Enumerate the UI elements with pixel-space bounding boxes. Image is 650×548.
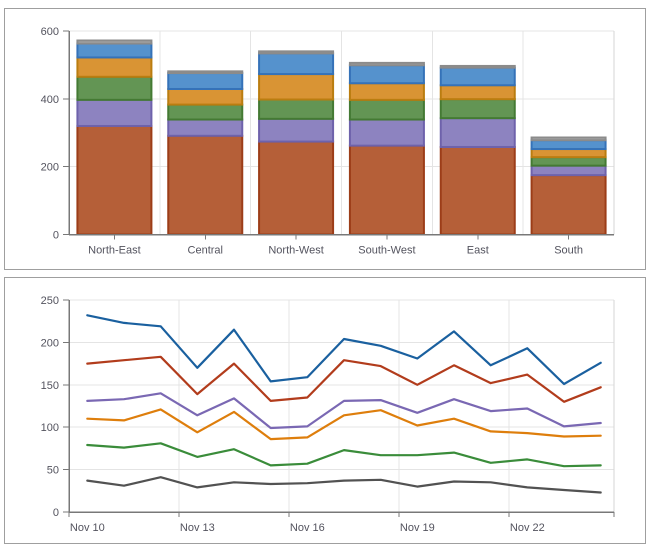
y-axis-tick-label: 600: [41, 26, 59, 38]
bar-segment-segment-blue: [530, 139, 607, 151]
y-axis-tick-label: 0: [53, 507, 59, 519]
bar-segment-segment-orange: [530, 148, 607, 159]
y-axis-tick-label: 0: [53, 230, 59, 242]
y-axis-tick-label: 200: [41, 337, 59, 349]
bar-segment-segment-green: [530, 156, 607, 167]
bar-segment-segment-purple: [348, 118, 425, 147]
x-axis-tick-label: South-West: [358, 245, 415, 257]
bar-segment-segment-orange: [76, 56, 153, 78]
x-axis-tick-label: East: [467, 245, 489, 257]
bar-segment-segment-rust: [76, 124, 153, 236]
bar-segment-segment-blue: [348, 64, 425, 85]
bar-segment-segment-green: [348, 98, 425, 121]
bar-segment-segment-rust: [348, 144, 425, 236]
bar-segment-segment-blue: [439, 66, 516, 87]
bar-segment-segment-rust: [439, 145, 516, 236]
x-axis-tick-label: North-West: [268, 245, 323, 257]
bar-segment-segment-green: [167, 103, 244, 121]
line-series-line-orange: [86, 408, 602, 441]
y-axis-tick-label: 50: [47, 465, 59, 477]
bar-segment-segment-gray: [530, 136, 607, 142]
bar-segment-segment-purple: [439, 117, 516, 148]
bar-segment-segment-blue: [76, 42, 153, 59]
bar-segment-segment-rust: [167, 134, 244, 236]
bar-segment-segment-gray: [348, 61, 425, 67]
line-series-line-purple: [86, 392, 602, 430]
bar-segment-segment-rust: [530, 174, 607, 236]
y-axis-tick-label: 100: [41, 422, 59, 434]
bar-segment-segment-rust: [258, 140, 335, 236]
bar-segment-segment-blue: [167, 72, 244, 90]
y-axis-tick-label: 250: [41, 295, 59, 307]
bar-segment-segment-orange: [439, 84, 516, 101]
bar-segment-segment-purple: [76, 98, 153, 127]
bar-segment-segment-gray: [76, 39, 153, 45]
x-axis-tick-label: North-East: [88, 245, 141, 257]
x-axis-tick-label: Nov 13: [180, 522, 215, 534]
x-axis-tick-label: Nov 22: [510, 522, 545, 534]
x-axis-tick-label: South: [554, 245, 583, 257]
line-chart: 0 50 100 150 200 250 Nov 10 Nov 13 Nov 16 Nov 19 N…: [41, 295, 615, 534]
bar-segment-segment-purple: [167, 118, 244, 137]
bar-segment-segment-gray: [439, 64, 516, 69]
line-chart-panel: 0 50 100 150 200 250 Nov 10 Nov 13 Nov 16 Nov 19 N…: [4, 277, 646, 544]
bar-segment-segment-orange: [167, 87, 244, 106]
line-series-line-red: [86, 355, 602, 403]
x-axis-tick-label: Nov 19: [400, 522, 435, 534]
bar-segment-segment-orange: [348, 82, 425, 101]
y-axis-tick-label: 200: [41, 162, 59, 174]
bar-segment-segment-orange: [258, 73, 335, 101]
bar-segment-segment-green: [258, 98, 335, 120]
stacked-bar-chart-panel: North-East Central North-West South-West Eas…: [4, 8, 646, 270]
bar-segment-segment-purple: [258, 117, 335, 143]
line-series-line-gray: [86, 476, 602, 494]
bar-segment-segment-blue: [258, 52, 335, 76]
y-axis-tick-label: 150: [41, 380, 59, 392]
bar-segment-segment-green: [439, 98, 516, 120]
y-axis-tick-label: 400: [41, 94, 59, 106]
bar-segment-segment-purple: [530, 164, 607, 177]
x-axis-tick-label: Nov 16: [290, 522, 325, 534]
stacked-bar-chart: North-East Central North-West South-West Eas…: [41, 26, 615, 257]
bar-segment-segment-gray: [167, 70, 244, 75]
bar-segment-segment-gray: [258, 50, 335, 55]
x-axis-tick-label: Central: [188, 245, 223, 257]
bar-segment-segment-green: [76, 75, 153, 101]
line-series-line-blue: [86, 314, 602, 386]
line-series-line-green: [86, 442, 602, 468]
x-axis-tick-label: Nov 10: [70, 522, 105, 534]
